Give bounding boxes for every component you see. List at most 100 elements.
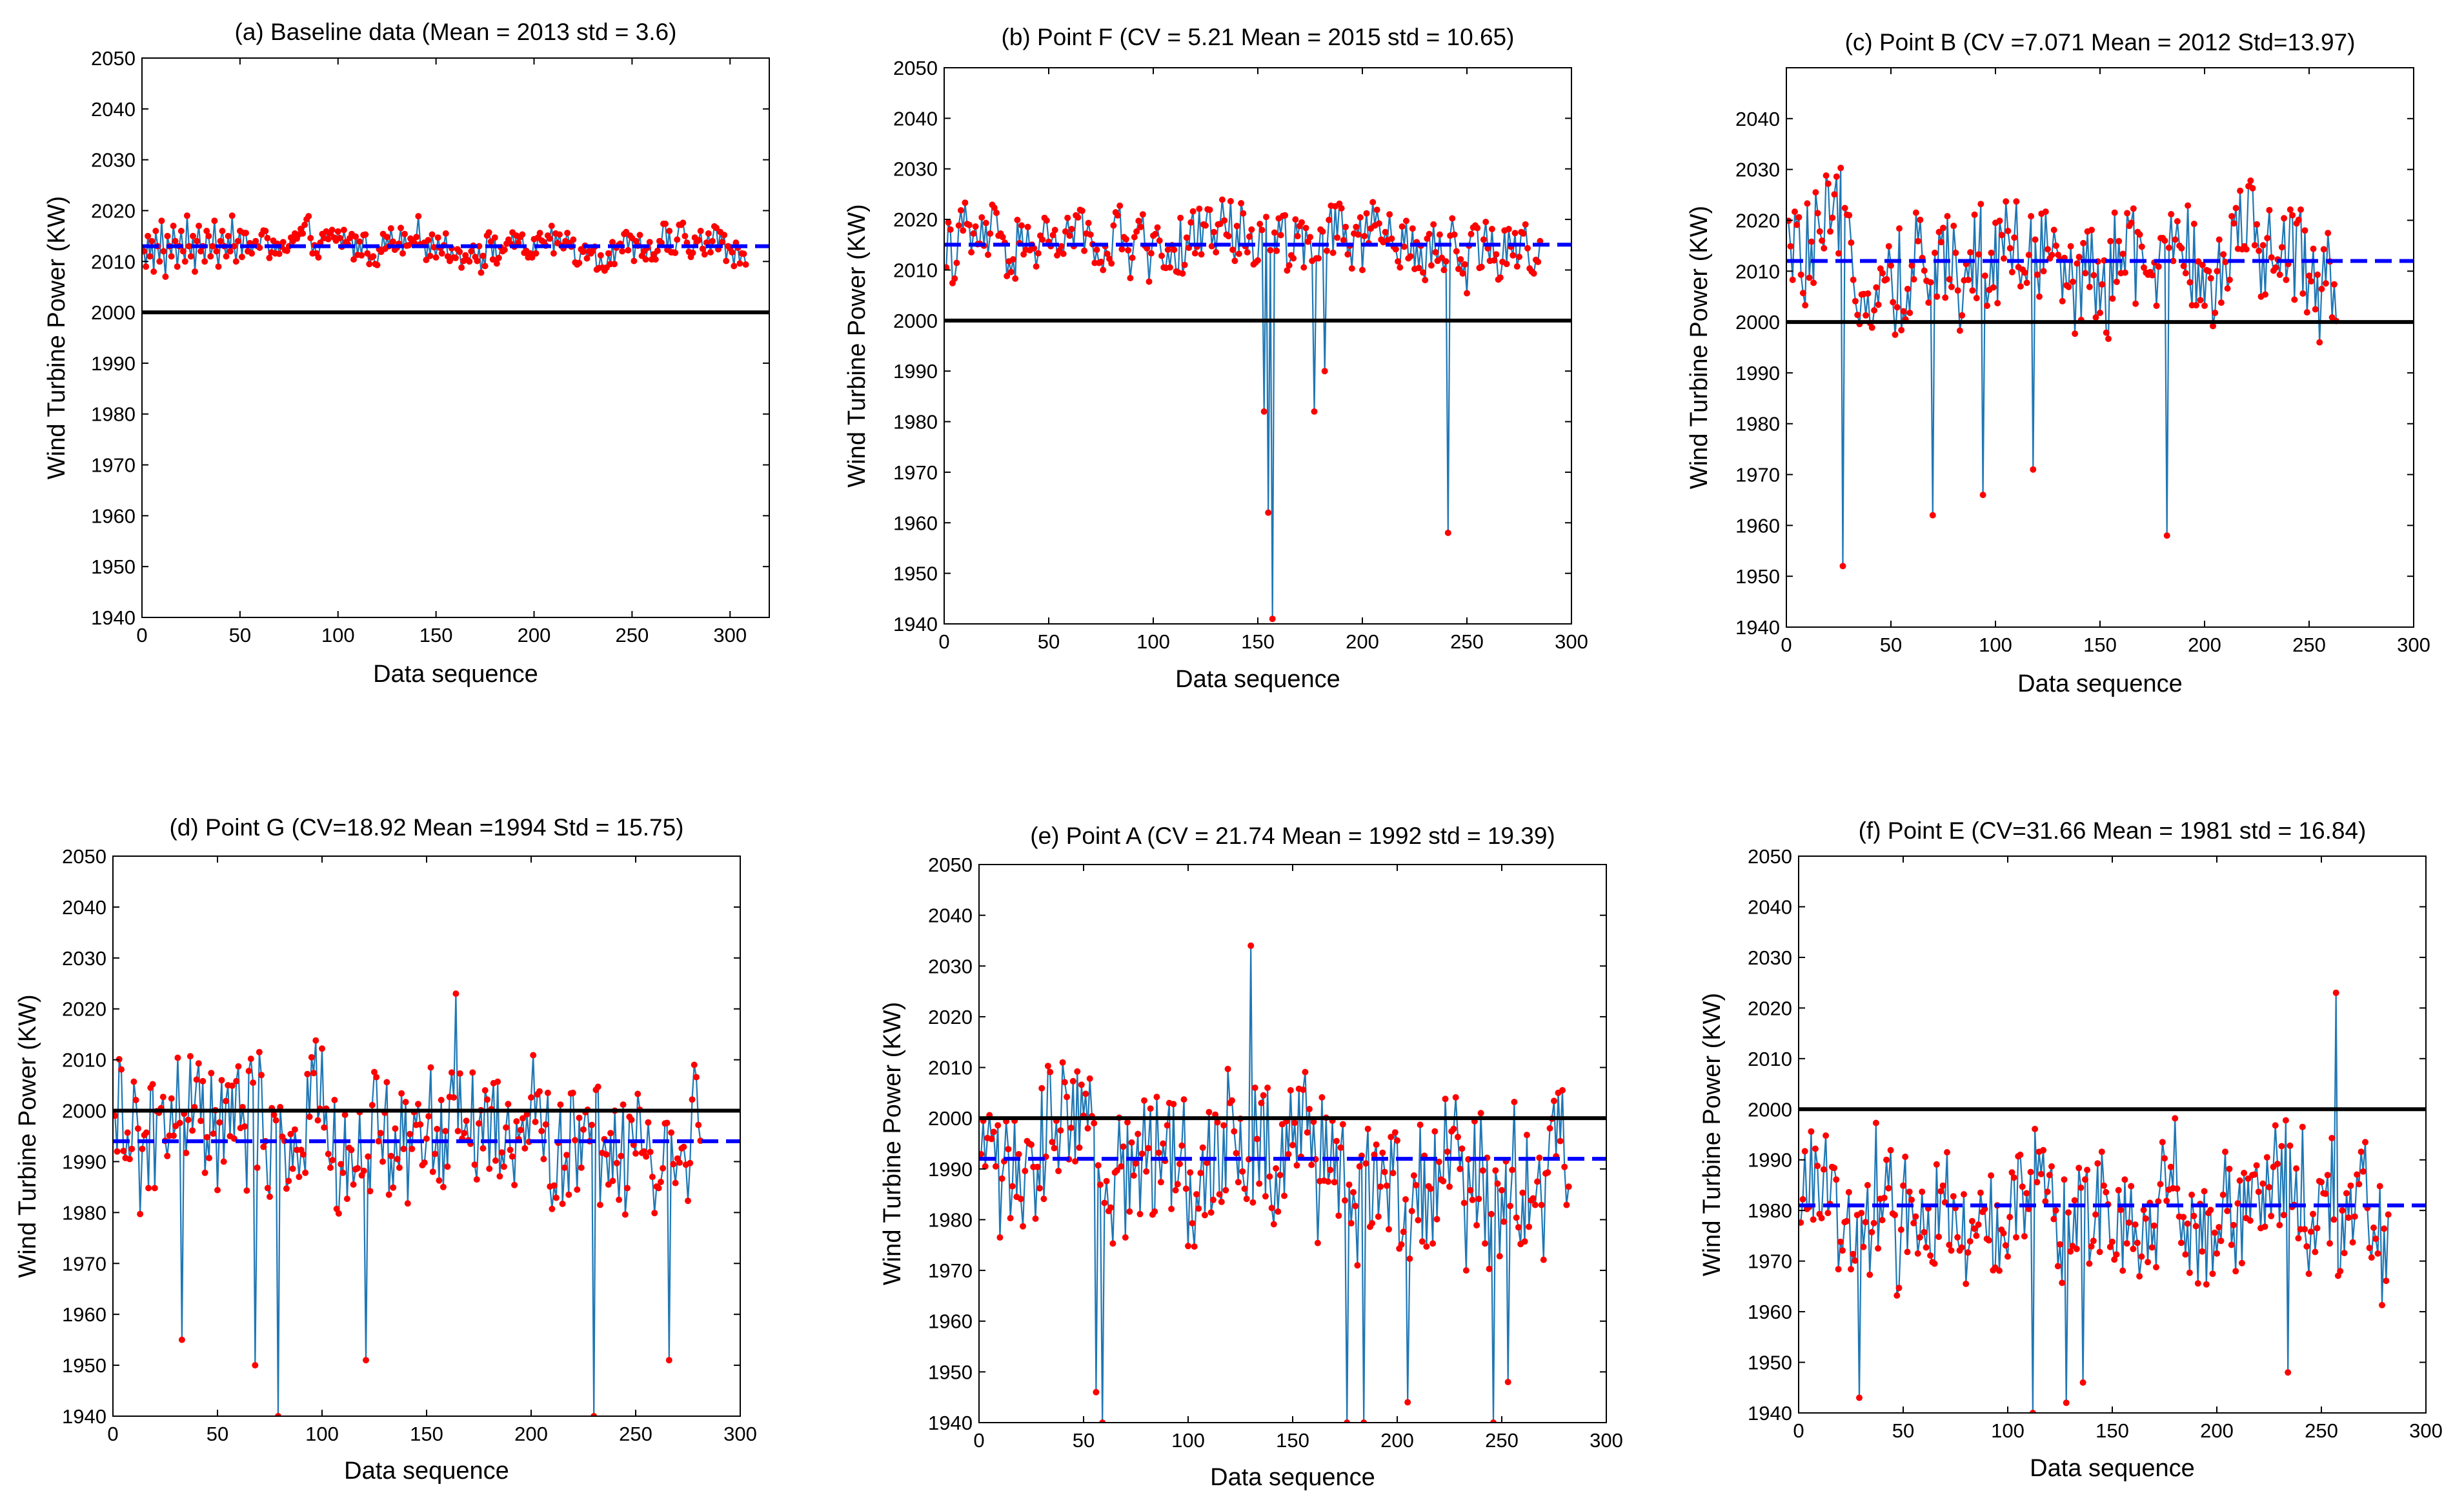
data-point [1291,1119,1298,1126]
y-tick-label: 1960 [62,1303,106,1326]
data-point [2312,306,2319,313]
chart-panel-5: 0 50 100 150 200 250 300 1940 1950 1960 1970 1980 19… [879,823,1623,1491]
data-point [156,258,163,265]
data-point [2054,1263,2061,1270]
data-point [2318,1179,2325,1186]
y-tick-label: 2000 [928,1107,973,1130]
data-point [2383,1277,2390,1285]
x-tick-label: 200 [1346,630,1379,653]
plot-area [1786,68,2414,627]
data-point [254,1164,261,1171]
data-point [2092,1211,2099,1218]
data-point [1885,243,1892,250]
data-point [2272,264,2279,271]
data-point [569,1089,576,1096]
data-point [2090,272,2097,279]
data-point [234,237,241,245]
data-point [2132,1221,2139,1228]
data-point [1810,279,1817,286]
data-point [1977,1189,1984,1196]
data-point [2345,1214,2352,1221]
data-point [480,1145,487,1152]
data-point [1520,230,1527,237]
data-point [2201,302,2208,309]
data-point [1935,228,1943,235]
y-tick-label: 2000 [1748,1098,1792,1121]
data-point [2337,1268,2344,1275]
data-point [2161,237,2168,244]
data-point [1183,234,1190,241]
data-point [2325,230,2332,237]
data-point [713,225,720,232]
data-point [434,234,441,241]
data-point [1342,1197,1348,1204]
data-point [1900,308,1907,315]
data-point [492,1157,499,1164]
data-point [1835,1266,1842,1273]
data-point [611,261,618,268]
data-point [1415,265,1422,272]
data-point [2052,1207,2059,1214]
data-point [501,246,508,254]
data-point [2190,221,2197,227]
data-point [1015,1151,1022,1157]
data-point [1493,251,1500,258]
data-point [366,261,373,268]
data-point [1085,219,1092,226]
data-point [2084,1166,2091,1174]
data-point [2199,1248,2206,1255]
data-point [183,212,190,219]
data-point [1258,226,1266,234]
data-point [621,1211,629,1218]
data-point [991,205,998,212]
data-point [1409,225,1416,232]
y-axis-label: Wind Turbine Power (KW) [1699,993,1726,1276]
data-point [992,1163,999,1170]
data-point [646,239,653,246]
data-point [2209,1270,2216,1277]
data-point [2036,293,2043,300]
data-point [415,213,422,220]
data-point [487,238,494,245]
data-point [151,1185,158,1192]
data-point [114,1148,121,1155]
data-point [233,1077,240,1085]
data-point [1187,1169,1194,1176]
data-point [185,1116,192,1123]
data-point [657,1179,664,1185]
data-point [1239,1168,1246,1175]
y-axis-label: Wind Turbine Power (KW) [843,204,871,487]
data-point [400,1145,407,1152]
data-point [2359,1168,2367,1175]
data-point [2330,281,2338,288]
data-point [672,1179,679,1186]
data-point [1563,1201,1570,1208]
data-point [266,254,273,261]
data-point [1158,252,1165,259]
data-point [1968,1217,1975,1225]
x-tick-label: 0 [938,630,949,653]
data-point [1402,1196,1409,1203]
data-point [701,251,708,258]
data-point [2005,228,2012,234]
data-point [634,1090,641,1097]
data-point [214,1186,221,1194]
data-point [1116,202,1124,209]
data-point [2045,246,2051,253]
data-point [1797,271,1804,278]
data-point [1012,275,1019,282]
data-point [2067,1248,2074,1255]
data-point [2376,1183,2383,1190]
data-point [1051,1145,1058,1152]
data-point [302,1169,309,1176]
data-point [1174,1181,1181,1188]
data-point [2010,1174,2017,1181]
data-point [1910,1219,1917,1226]
y-tick-label: 2040 [928,905,973,927]
y-tick-label: 2030 [1748,946,1792,969]
x-tick-label: 50 [1038,630,1060,653]
data-point [2287,1142,2294,1149]
data-point [486,1165,493,1172]
x-tick-label: 150 [2083,634,2117,656]
data-point [1423,1243,1430,1250]
